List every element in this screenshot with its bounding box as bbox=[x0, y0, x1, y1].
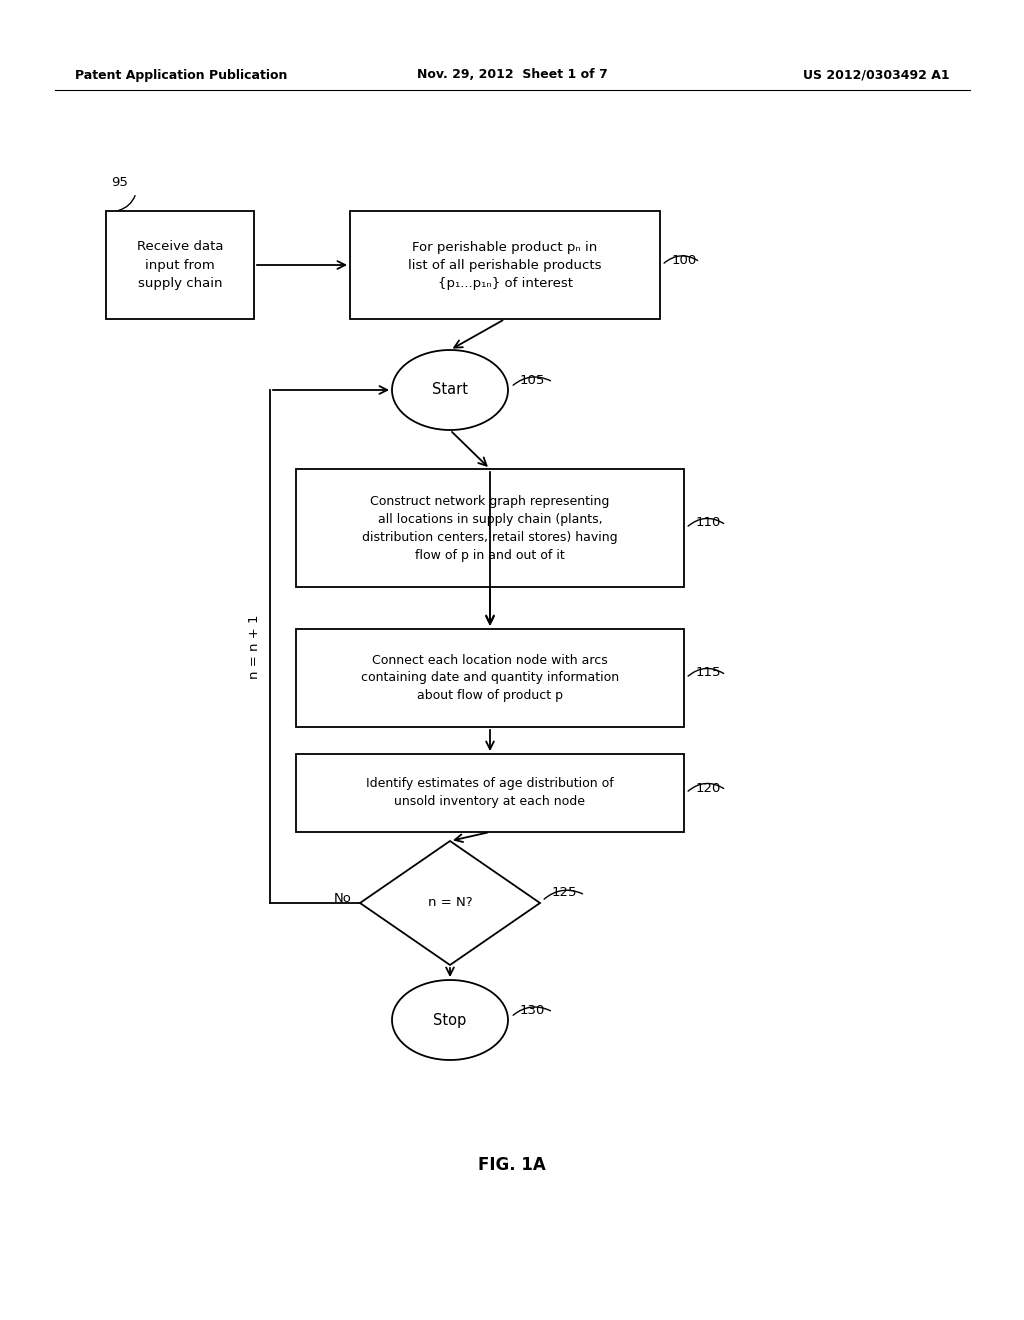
FancyBboxPatch shape bbox=[296, 754, 684, 832]
Text: 120: 120 bbox=[696, 781, 721, 795]
FancyBboxPatch shape bbox=[296, 469, 684, 587]
Text: US 2012/0303492 A1: US 2012/0303492 A1 bbox=[804, 69, 950, 82]
FancyBboxPatch shape bbox=[350, 211, 660, 319]
Text: n = n + 1: n = n + 1 bbox=[249, 614, 261, 678]
Text: Connect each location node with arcs
containing date and quantity information
ab: Connect each location node with arcs con… bbox=[360, 653, 620, 702]
Polygon shape bbox=[360, 841, 540, 965]
Text: Construct network graph representing
all locations in supply chain (plants,
dist: Construct network graph representing all… bbox=[362, 495, 617, 561]
Text: Receive data
input from
supply chain: Receive data input from supply chain bbox=[137, 240, 223, 289]
Text: Nov. 29, 2012  Sheet 1 of 7: Nov. 29, 2012 Sheet 1 of 7 bbox=[417, 69, 607, 82]
Ellipse shape bbox=[392, 979, 508, 1060]
Text: Yes: Yes bbox=[434, 981, 456, 994]
Text: 95: 95 bbox=[111, 177, 128, 190]
Text: 115: 115 bbox=[696, 667, 722, 680]
Text: n = N?: n = N? bbox=[428, 896, 472, 909]
Text: Identify estimates of age distribution of
unsold inventory at each node: Identify estimates of age distribution o… bbox=[367, 777, 613, 808]
Text: 130: 130 bbox=[520, 1003, 546, 1016]
Text: Patent Application Publication: Patent Application Publication bbox=[75, 69, 288, 82]
Text: FIG. 1A: FIG. 1A bbox=[478, 1156, 546, 1173]
Text: 105: 105 bbox=[520, 374, 546, 387]
Text: For perishable product pₙ in
list of all perishable products
{p₁...p₁ₙ} of inter: For perishable product pₙ in list of all… bbox=[409, 240, 602, 289]
Text: 110: 110 bbox=[696, 516, 721, 529]
Text: Start: Start bbox=[432, 383, 468, 397]
FancyBboxPatch shape bbox=[106, 211, 254, 319]
Text: Stop: Stop bbox=[433, 1012, 467, 1027]
Text: 100: 100 bbox=[672, 253, 697, 267]
FancyBboxPatch shape bbox=[296, 630, 684, 727]
Text: No: No bbox=[334, 891, 352, 904]
Ellipse shape bbox=[392, 350, 508, 430]
Text: 125: 125 bbox=[552, 887, 578, 899]
